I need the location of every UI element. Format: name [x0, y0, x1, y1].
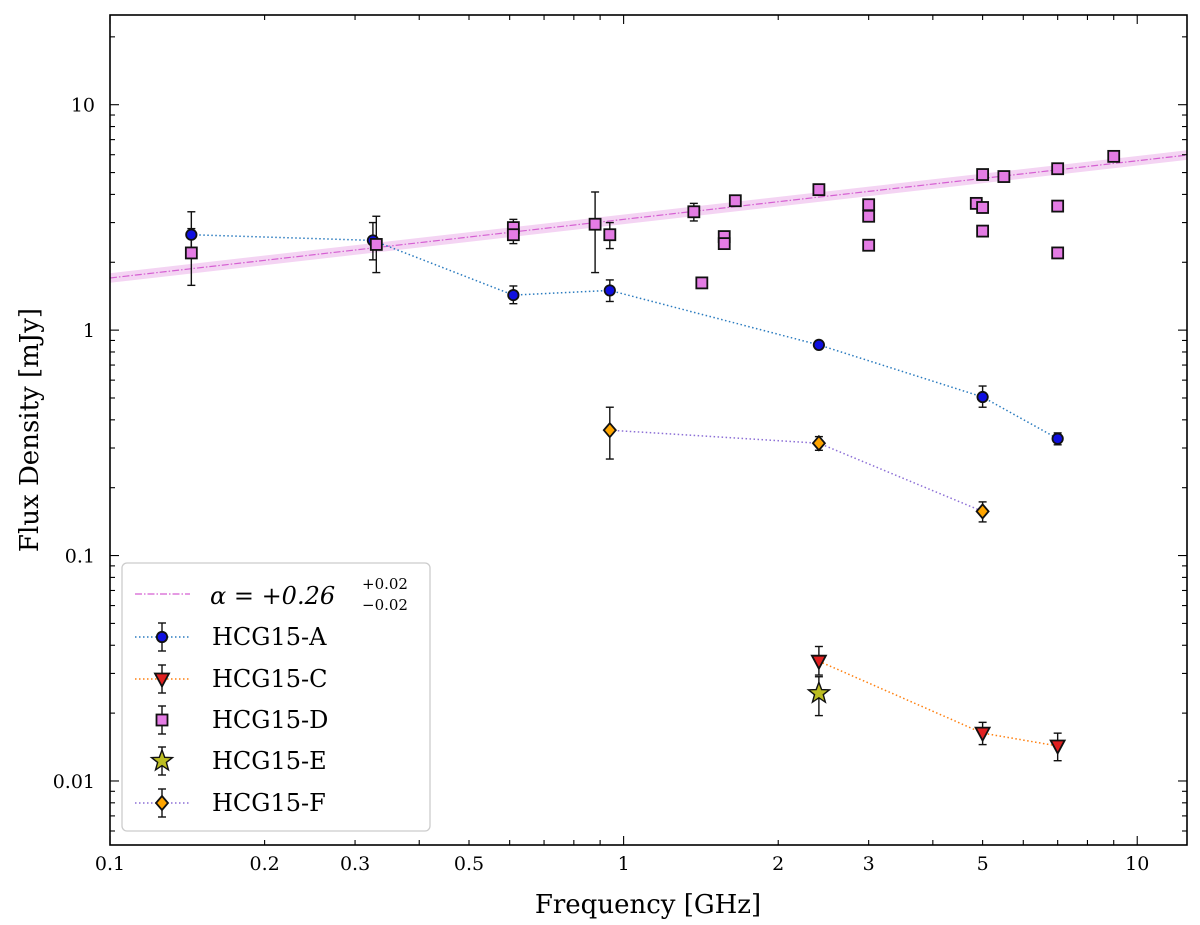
hcg15-d-marker	[717, 237, 731, 251]
y-tick-label: 1	[83, 320, 95, 342]
hcg15-d-marker	[862, 238, 876, 252]
legend-label-hcg15-d: HCG15-D	[212, 706, 328, 734]
hcg15-f-marker	[602, 421, 617, 439]
hcg15-a-marker	[603, 284, 616, 297]
hcg15-d-marker	[862, 198, 876, 212]
legend-fit-sub: −0.02	[362, 596, 408, 614]
hcg15-d-marker	[728, 194, 742, 208]
legend-marker-hcg15-a	[155, 630, 169, 644]
hcg15-d-marker	[976, 168, 990, 181]
legend-entry-hcg15-e: HCG15-E	[149, 746, 327, 776]
hcg15-f-marker	[975, 503, 990, 520]
hcg15-d-marker	[506, 228, 520, 242]
legend-fit-alpha: α = +0.26	[210, 582, 335, 610]
x-tick-label: 3	[863, 853, 875, 875]
legend-fit-label: α = +0.26	[210, 582, 335, 610]
hcg15-d-marker	[812, 183, 826, 197]
x-tick-label: 5	[977, 853, 989, 875]
hcg15-d-marker	[588, 217, 602, 231]
hcg15-a-marker	[1051, 432, 1064, 445]
hcg15-a-marker	[185, 228, 198, 241]
hcg15-d-marker	[1107, 149, 1121, 163]
x-tick-label: 0.1	[95, 853, 125, 875]
hcg15-d-marker	[687, 205, 701, 219]
x-tick-label: 0.2	[250, 853, 280, 875]
hcg15-f-marker	[811, 434, 827, 452]
markers-group	[184, 149, 1121, 756]
x-tick-label: 2	[772, 853, 784, 875]
hcg15-a-marker	[507, 289, 520, 302]
hcg15-d-marker	[976, 201, 990, 214]
legend-frame	[121, 562, 431, 832]
hcg15-c-marker	[974, 726, 992, 743]
x-tick-label: 0.3	[340, 853, 370, 875]
legend-marker-hcg15-c	[153, 672, 171, 689]
x-tick-label: 0.5	[454, 853, 484, 875]
legend-marker-hcg15-e	[149, 747, 175, 772]
y-tick-label: 0.01	[53, 771, 95, 793]
hcg15-e-marker	[806, 680, 832, 704]
hcg15-d-marker	[1051, 199, 1065, 213]
hcg15-d-marker	[976, 224, 990, 238]
legend-label-hcg15-a: HCG15-A	[212, 623, 327, 651]
legend-entry-hcg15-f: HCG15-F	[135, 788, 326, 818]
y-axis-label: Flux Density [mJy]	[15, 308, 45, 552]
legend: α = +0.26 +0.02 −0.02 HCG15-AHCG15-CHCG1…	[121, 562, 431, 832]
hcg15-d-marker	[862, 209, 876, 223]
legend-series-entries: HCG15-A HCG15-C HCG15-D HCG15-E HCG15-F	[135, 622, 328, 818]
legend-label-hcg15-c: HCG15-C	[212, 665, 327, 693]
hcg15-c-marker	[810, 654, 828, 671]
legend-label-hcg15-e: HCG15-E	[212, 747, 327, 775]
hcg15-a-marker	[812, 338, 825, 351]
plot-frame	[109, 14, 1188, 846]
hcg15-d-marker	[1051, 246, 1065, 260]
legend-fit-sup: +0.02	[362, 575, 408, 593]
legend-label-hcg15-f: HCG15-F	[212, 789, 326, 817]
hcg15-d-marker	[369, 238, 383, 251]
hcg15-a-marker	[976, 390, 989, 404]
y-tick-label: 10	[71, 95, 95, 117]
hcg15-d-marker	[997, 170, 1011, 183]
hcg15-c-marker	[1049, 739, 1067, 756]
hcg15-d-marker	[184, 246, 198, 260]
tick-labels-group: 0.1 0.2 0.3 0.5 1 2 3 5 10 0.01 0.1 1 10	[53, 95, 1150, 875]
legend-entry-hcg15-d: HCG15-D	[155, 705, 328, 735]
x-tick-label: 1	[618, 853, 630, 875]
legend-marker-hcg15-d	[155, 713, 169, 727]
legend-entry-hcg15-c: HCG15-C	[135, 664, 327, 694]
x-tick-label: 10	[1125, 853, 1149, 875]
legend-marker-hcg15-f	[154, 794, 170, 812]
legend-entry-hcg15-a: HCG15-A	[135, 622, 327, 652]
x-axis-label: Frequency [GHz]	[535, 890, 761, 920]
legend-entry-fit: α = +0.26 +0.02 −0.02	[135, 575, 408, 614]
hcg15-d-marker	[603, 228, 617, 242]
hcg15-d-marker	[1051, 162, 1065, 176]
y-tick-label: 0.1	[65, 546, 95, 568]
hcg15-d-marker	[695, 276, 709, 290]
